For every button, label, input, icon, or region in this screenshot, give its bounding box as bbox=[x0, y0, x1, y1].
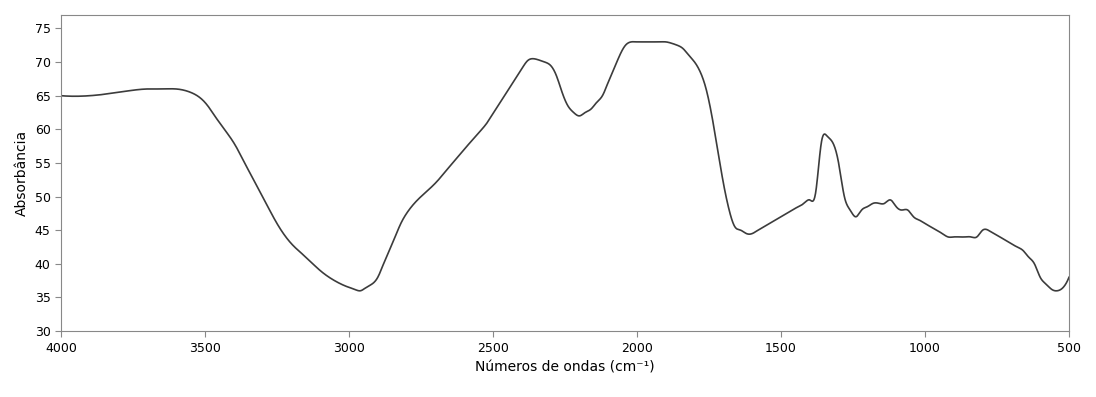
X-axis label: Números de ondas (cm⁻¹): Números de ondas (cm⁻¹) bbox=[476, 360, 654, 374]
Y-axis label: Absorbância: Absorbância bbox=[15, 130, 28, 216]
